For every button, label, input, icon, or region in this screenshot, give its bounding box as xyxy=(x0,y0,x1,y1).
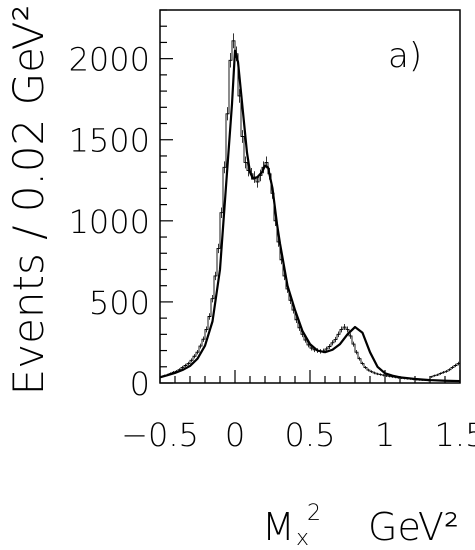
axis-ticks: 0 500 1000 1500 2000 −0.5 0 0.5 1 1.5 xyxy=(69,9,475,454)
x-axis-title-main: M xyxy=(262,505,295,549)
x-axis-title-unit: GeV² xyxy=(368,505,459,549)
x-tick-label: 0.5 xyxy=(285,416,336,454)
y-axis-title: Events / 0.02 GeV² xyxy=(4,5,53,396)
x-tick-label: −0.5 xyxy=(121,416,199,454)
x-axis-title-superscript: 2 xyxy=(307,501,321,526)
x-tick-label: 0 xyxy=(225,416,245,454)
x-axis-title-subscript: x xyxy=(296,526,309,550)
y-tick-label: 500 xyxy=(89,284,150,322)
y-tick-label: 1000 xyxy=(69,203,150,241)
y-tick-label: 1500 xyxy=(69,122,150,160)
y-tick-label: 0 xyxy=(130,365,150,403)
x-tick-label: 1 xyxy=(375,416,395,454)
data-layer xyxy=(159,33,461,383)
x-tick-label: 1.5 xyxy=(435,416,475,454)
histogram-series xyxy=(160,40,460,382)
x-axis-title: M x 2 GeV² xyxy=(262,501,459,550)
panel-label: a) xyxy=(388,36,422,76)
fit-curve xyxy=(159,49,461,383)
y-tick-label: 2000 xyxy=(69,41,150,79)
